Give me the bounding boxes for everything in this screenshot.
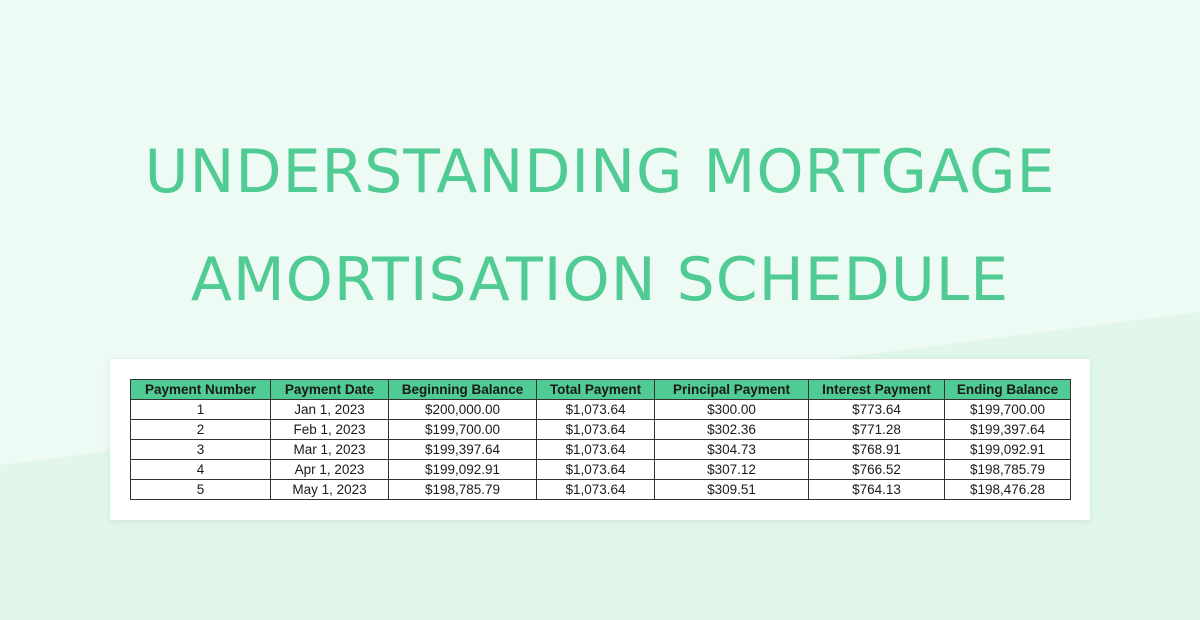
cell-payment-date: Apr 1, 2023 (270, 459, 389, 480)
table-row: 1 Jan 1, 2023 $200,000.00 $1,073.64 $300… (130, 399, 1071, 420)
cell-beginning-balance: $200,000.00 (388, 399, 537, 420)
cell-principal-payment: $304.73 (654, 439, 809, 460)
cell-beginning-balance: $199,700.00 (388, 419, 537, 440)
amortisation-table: Payment Number Payment Date Beginning Ba… (130, 379, 1071, 500)
page-title-line-2: AMORTISATION SCHEDULE (190, 245, 1010, 315)
header-principal-payment: Principal Payment (654, 379, 809, 400)
page-title-line-1: UNDERSTANDING MORTGAGE (144, 137, 1056, 207)
cell-ending-balance: $199,397.64 (944, 419, 1071, 440)
cell-beginning-balance: $199,397.64 (388, 439, 537, 460)
cell-principal-payment: $302.36 (654, 419, 809, 440)
cell-interest-payment: $768.91 (808, 439, 945, 460)
cell-total-payment: $1,073.64 (536, 479, 655, 500)
cell-interest-payment: $771.28 (808, 419, 945, 440)
schedule-card: Payment Number Payment Date Beginning Ba… (110, 359, 1090, 520)
cell-total-payment: $1,073.64 (536, 439, 655, 460)
cell-payment-number: 4 (130, 459, 271, 480)
cell-total-payment: $1,073.64 (536, 399, 655, 420)
cell-principal-payment: $309.51 (654, 479, 809, 500)
cell-ending-balance: $199,092.91 (944, 439, 1071, 460)
table-row: 2 Feb 1, 2023 $199,700.00 $1,073.64 $302… (130, 419, 1071, 440)
cell-interest-payment: $773.64 (808, 399, 945, 420)
cell-ending-balance: $198,785.79 (944, 459, 1071, 480)
header-ending-balance: Ending Balance (944, 379, 1071, 400)
page-title: UNDERSTANDING MORTGAGE AMORTISATION SCHE… (0, 118, 1200, 334)
cell-principal-payment: $307.12 (654, 459, 809, 480)
cell-ending-balance: $199,700.00 (944, 399, 1071, 420)
cell-total-payment: $1,073.64 (536, 459, 655, 480)
header-payment-number: Payment Number (130, 379, 271, 400)
cell-interest-payment: $766.52 (808, 459, 945, 480)
table-row: 4 Apr 1, 2023 $199,092.91 $1,073.64 $307… (130, 459, 1071, 480)
header-beginning-balance: Beginning Balance (388, 379, 537, 400)
cell-payment-number: 1 (130, 399, 271, 420)
cell-beginning-balance: $198,785.79 (388, 479, 537, 500)
table-row: 3 Mar 1, 2023 $199,397.64 $1,073.64 $304… (130, 439, 1071, 460)
cell-payment-number: 2 (130, 419, 271, 440)
table-header-row: Payment Number Payment Date Beginning Ba… (130, 379, 1071, 400)
header-total-payment: Total Payment (536, 379, 655, 400)
table-row: 5 May 1, 2023 $198,785.79 $1,073.64 $309… (130, 479, 1071, 500)
header-interest-payment: Interest Payment (808, 379, 945, 400)
cell-payment-number: 3 (130, 439, 271, 460)
cell-beginning-balance: $199,092.91 (388, 459, 537, 480)
cell-payment-date: Feb 1, 2023 (270, 419, 389, 440)
cell-payment-date: Jan 1, 2023 (270, 399, 389, 420)
cell-interest-payment: $764.13 (808, 479, 945, 500)
cell-ending-balance: $198,476.28 (944, 479, 1071, 500)
cell-payment-date: May 1, 2023 (270, 479, 389, 500)
cell-payment-date: Mar 1, 2023 (270, 439, 389, 460)
cell-principal-payment: $300.00 (654, 399, 809, 420)
cell-total-payment: $1,073.64 (536, 419, 655, 440)
cell-payment-number: 5 (130, 479, 271, 500)
header-payment-date: Payment Date (270, 379, 389, 400)
